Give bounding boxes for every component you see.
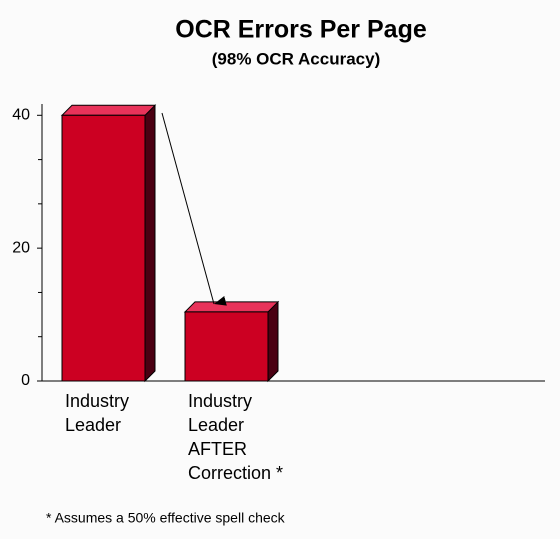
chart-title: OCR Errors Per Page xyxy=(175,16,427,44)
x-tick-label: Leader xyxy=(188,415,244,435)
bar-side xyxy=(267,300,279,383)
chart-subtitle: (98% OCR Accuracy) xyxy=(212,49,381,68)
bar-side xyxy=(144,104,156,383)
y-tick-label: 40 xyxy=(12,107,30,124)
x-tick-label: Industry xyxy=(188,391,252,411)
bar xyxy=(184,311,269,382)
bar-top xyxy=(183,301,280,313)
arrow xyxy=(161,112,227,306)
x-tick-label: AFTER xyxy=(188,439,247,459)
y-tick-label: 20 xyxy=(12,239,30,256)
bar xyxy=(61,114,146,382)
footnote: * Assumes a 50% effective spell check xyxy=(46,510,286,526)
y-tick-label: 0 xyxy=(21,372,30,389)
x-tick-label: Leader xyxy=(65,415,121,435)
x-tick-label: Industry xyxy=(65,391,129,411)
x-tick-label: Correction * xyxy=(188,463,283,483)
plot-area: 0 20 40 Industry Leader Industry Leader AFTER Co… xyxy=(12,104,545,483)
bar-top xyxy=(60,104,157,116)
